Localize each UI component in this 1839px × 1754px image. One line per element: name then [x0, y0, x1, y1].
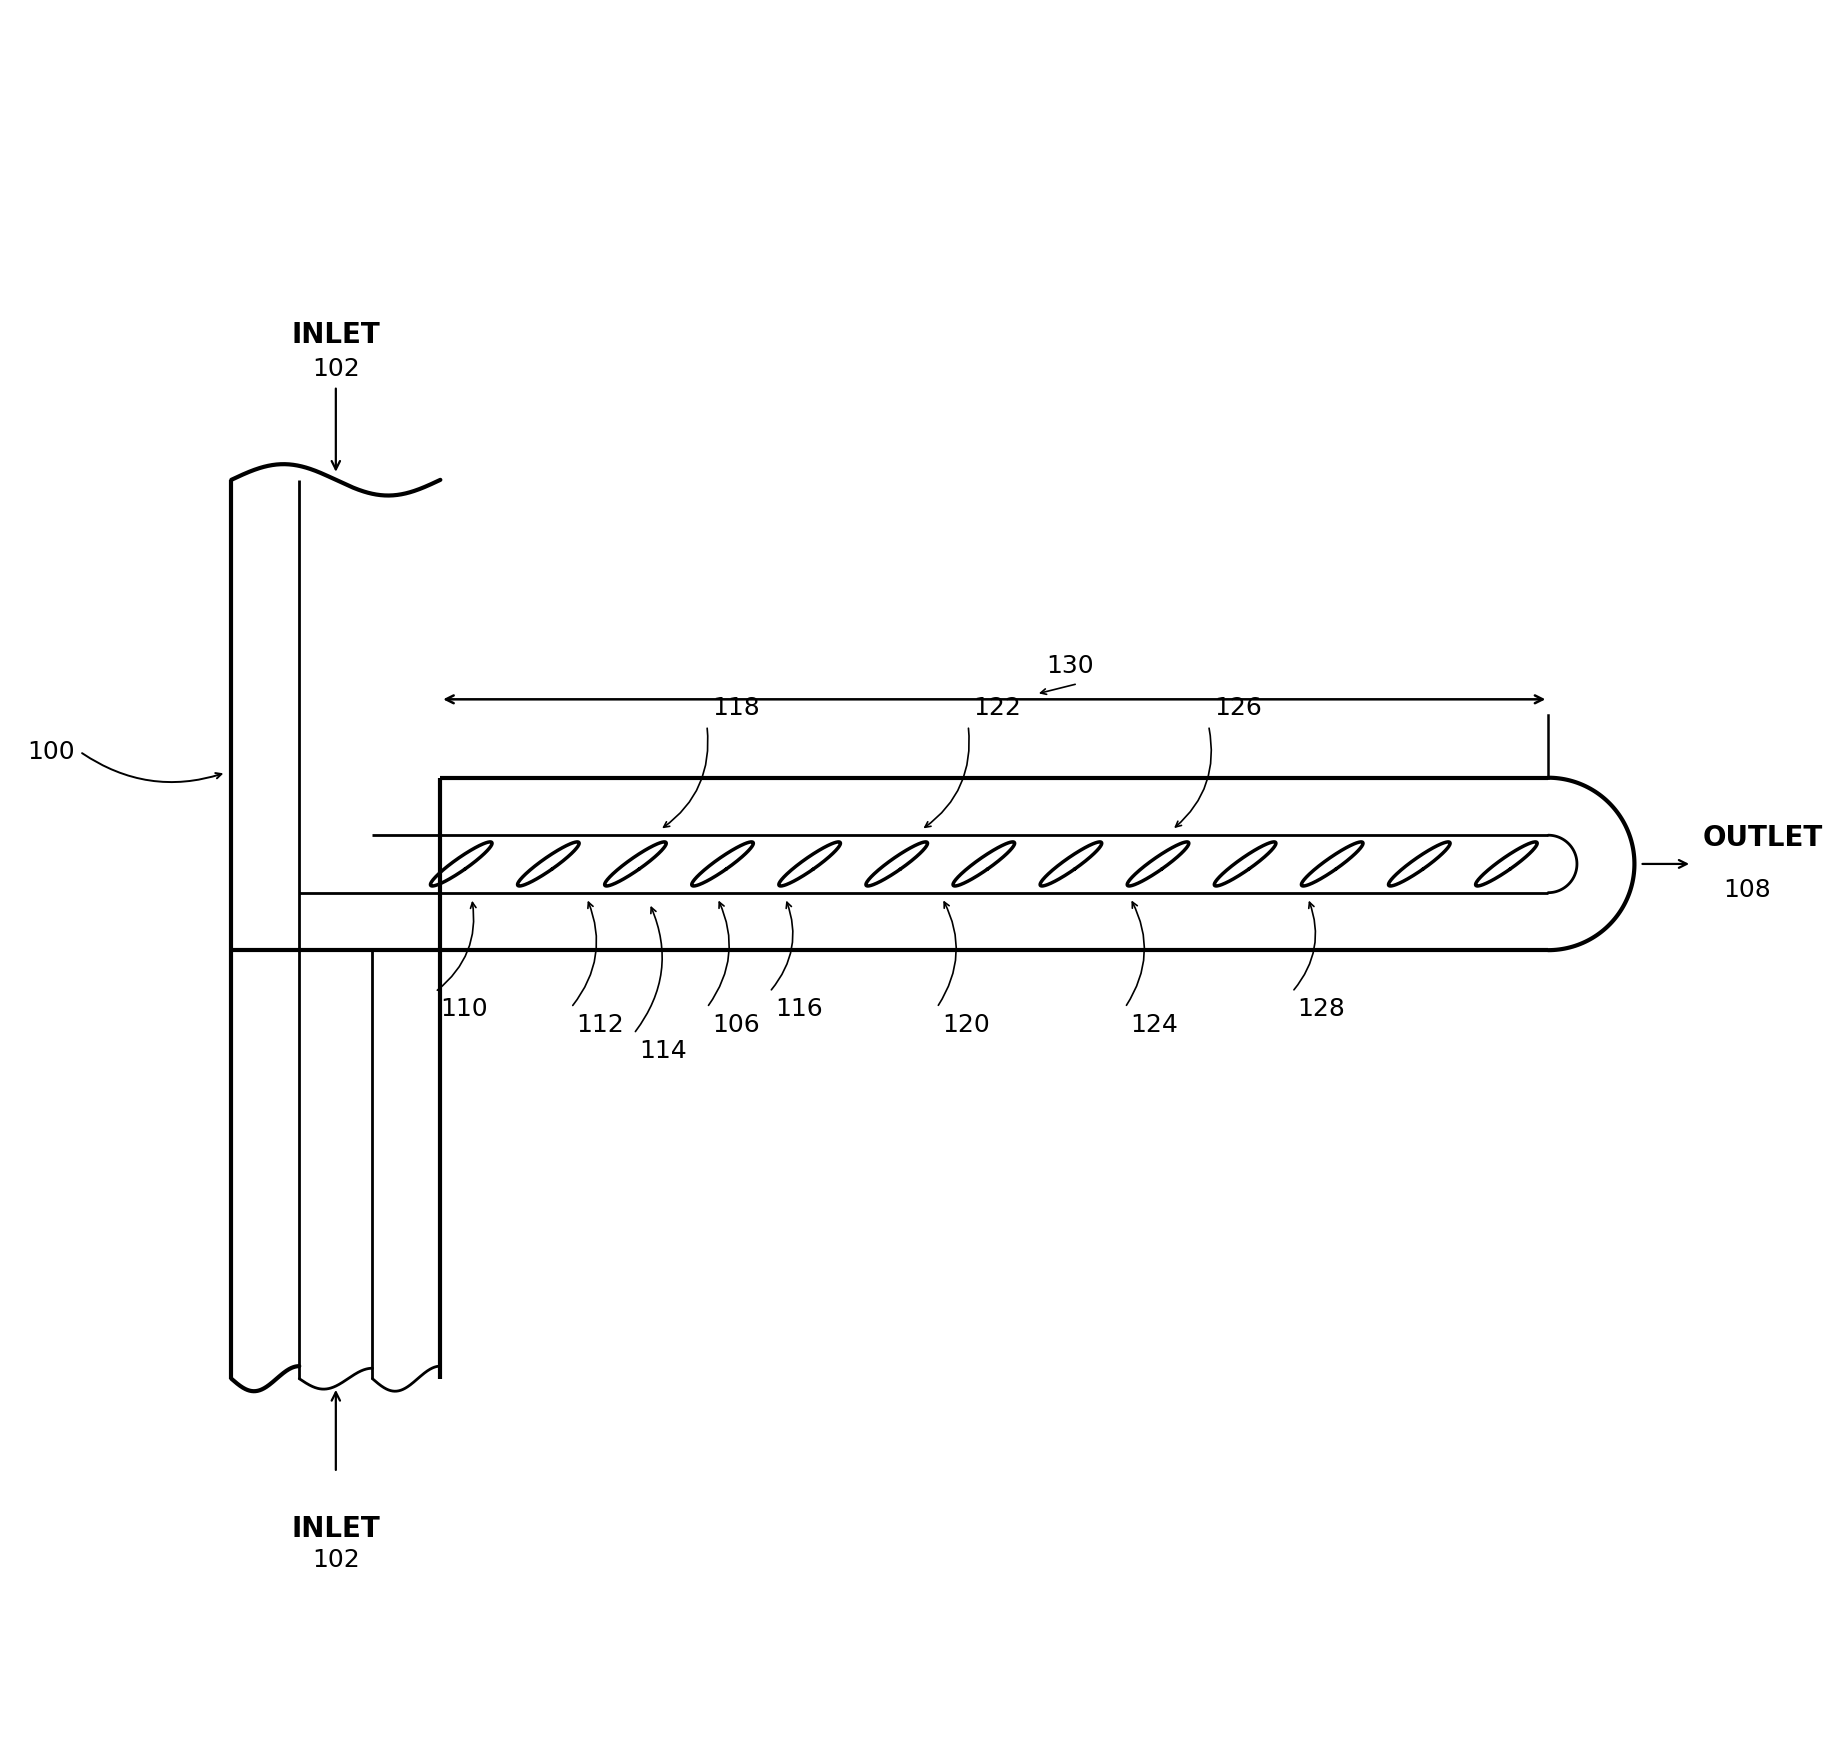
- Text: 108: 108: [1723, 879, 1771, 902]
- Text: 128: 128: [1296, 998, 1346, 1021]
- Text: OUTLET: OUTLET: [1703, 824, 1822, 852]
- Text: 124: 124: [1131, 1012, 1179, 1037]
- Text: 116: 116: [774, 998, 822, 1021]
- Text: 114: 114: [638, 1038, 686, 1063]
- Text: INLET: INLET: [291, 321, 381, 349]
- Text: 118: 118: [712, 696, 760, 721]
- Text: 112: 112: [576, 1012, 623, 1037]
- Text: 126: 126: [1214, 696, 1262, 721]
- Text: 100: 100: [28, 740, 75, 763]
- Text: 110: 110: [440, 998, 487, 1021]
- Text: 106: 106: [712, 1012, 760, 1037]
- Text: 102: 102: [313, 356, 360, 381]
- Text: 120: 120: [942, 1012, 989, 1037]
- Text: INLET: INLET: [291, 1514, 381, 1542]
- Text: 122: 122: [973, 696, 1021, 721]
- Text: 130: 130: [1046, 654, 1094, 679]
- Text: 102: 102: [313, 1549, 360, 1572]
